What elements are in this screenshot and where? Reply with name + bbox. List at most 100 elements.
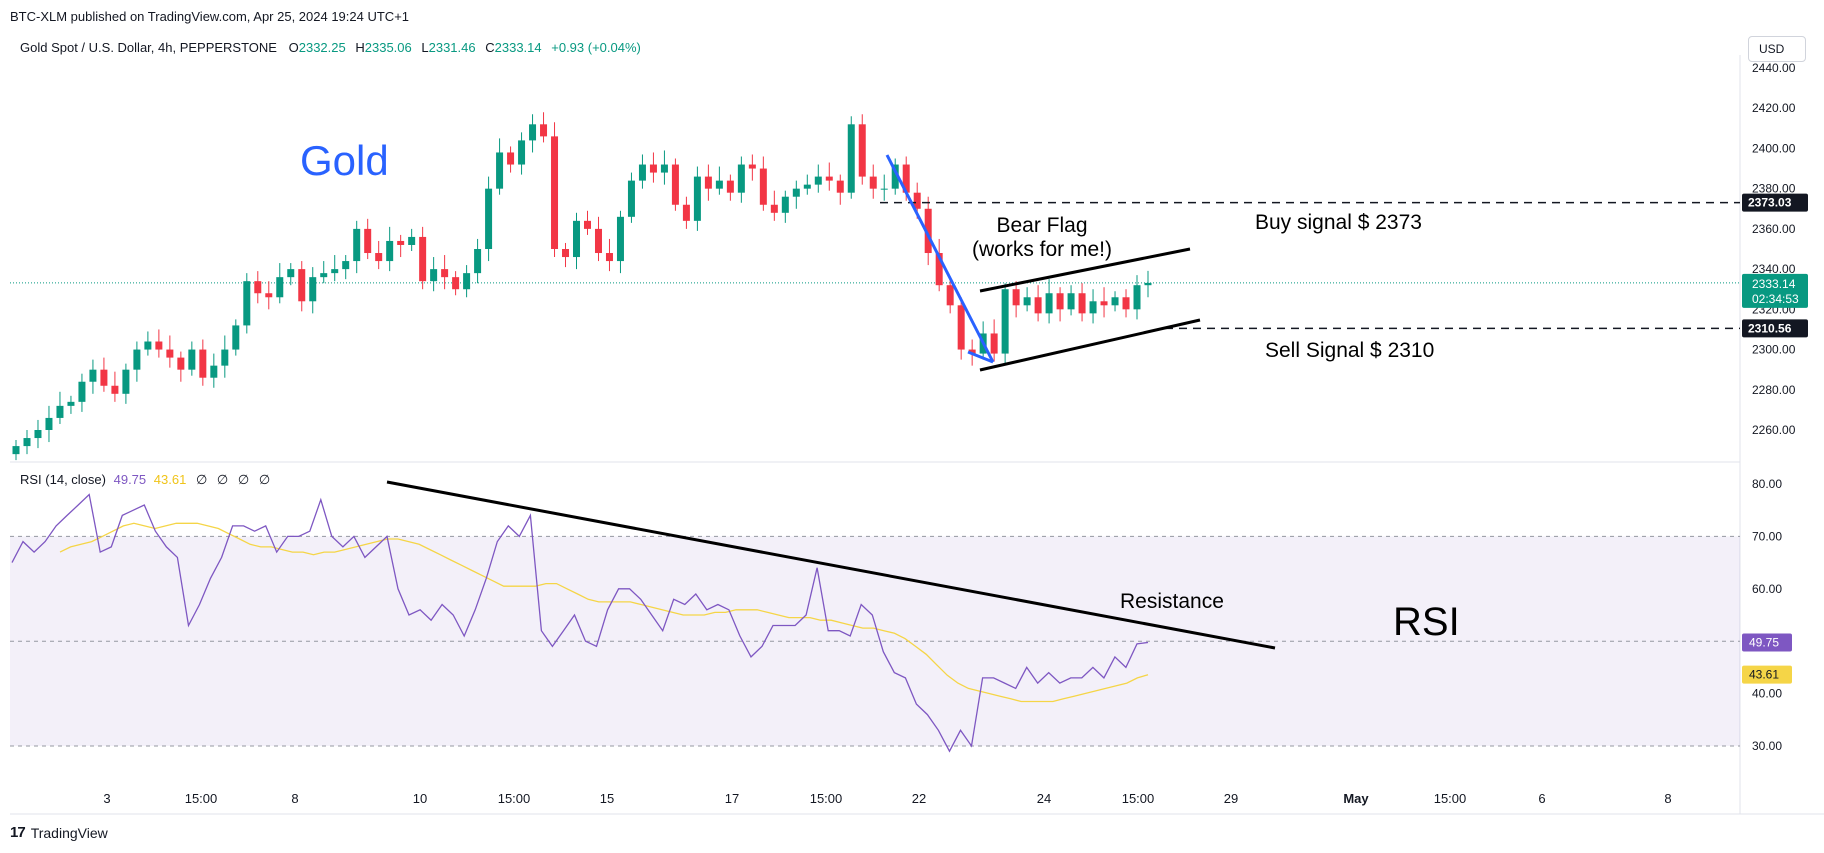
- candle-body-down: [990, 333, 998, 354]
- candle-body-down: [671, 164, 679, 205]
- candle-body-up: [496, 152, 504, 189]
- footer-brand-text: TradingView: [30, 824, 108, 841]
- time-tick-label: May: [1343, 791, 1369, 806]
- candle-body-down: [100, 369, 108, 386]
- candle-body-up: [1111, 297, 1119, 306]
- price-tick-label: 2280.00: [1752, 383, 1796, 397]
- candle-body-up: [847, 124, 855, 193]
- candle-body-up: [221, 349, 229, 366]
- change-value: +0.93 (+0.04%): [551, 40, 641, 55]
- price-tick-label: 2400.00: [1752, 141, 1796, 155]
- buy-signal-label: Buy signal $ 2373: [1255, 211, 1422, 234]
- low-value: 2331.46: [428, 40, 476, 55]
- flagpole-trendline[interactable]: [885, 154, 995, 363]
- candle-body-down: [1034, 297, 1042, 314]
- candle-body-up: [1089, 301, 1097, 314]
- candle-body-down: [177, 357, 185, 370]
- candle-body-up: [144, 341, 152, 350]
- candle-body-down: [704, 176, 712, 189]
- candle-body-up: [133, 349, 141, 370]
- publish-info: BTC-XLM published on TradingView.com, Ap…: [10, 9, 410, 24]
- time-tick-label: 22: [912, 791, 926, 806]
- candle-body-down: [583, 220, 591, 229]
- resistance-label: Resistance: [1120, 590, 1224, 613]
- candle-body-down: [375, 253, 383, 262]
- rsi-zero-2: ∅: [216, 472, 229, 487]
- sell-level-tag-text: 2310.56: [1748, 321, 1792, 335]
- candle-body-up: [529, 124, 537, 141]
- candle-body-down: [935, 253, 943, 286]
- candle-body-down: [1078, 293, 1086, 314]
- rsi-tick-label: 40.00: [1752, 687, 1782, 701]
- candle-body-up: [693, 176, 701, 221]
- footer-brand[interactable]: 17 TradingView: [10, 824, 108, 841]
- candle-body-down: [748, 164, 756, 169]
- candle-body-down: [298, 269, 306, 302]
- time-tick-label: 8: [1664, 791, 1671, 806]
- rsi-legend-value: 49.75: [113, 472, 147, 487]
- candle-body-down: [770, 204, 778, 213]
- open-value: 2332.25: [298, 40, 346, 55]
- last-price-tag-text: 2333.14: [1752, 277, 1796, 291]
- time-tick-label: 15:00: [810, 791, 843, 806]
- candle-body-down: [540, 124, 548, 137]
- candle-body-down: [199, 349, 207, 378]
- bear-flag-sublabel: (works for me!): [972, 238, 1112, 261]
- candle-body-up: [408, 236, 416, 245]
- candle-body-up: [814, 176, 822, 185]
- candle-body-up: [89, 369, 97, 382]
- high-value: 2335.06: [364, 40, 412, 55]
- candle-body-up: [1067, 293, 1075, 310]
- flag-lower-trendline[interactable]: [979, 318, 1201, 372]
- currency-button[interactable]: USD: [1748, 36, 1806, 62]
- low-key: L: [421, 40, 429, 55]
- candle-body-up: [463, 273, 471, 290]
- time-tick-label: 3: [103, 791, 110, 806]
- rsi-label[interactable]: RSI (14, close): [20, 472, 106, 487]
- symbol-legend: Gold Spot / U.S. Dollar, 4h, PEPPERSTONE…: [20, 40, 647, 55]
- candle-body-up: [320, 273, 328, 278]
- rsi-ma-value-tag: [1742, 665, 1792, 684]
- candle-body-down: [1056, 293, 1064, 310]
- candle-body-down: [902, 164, 910, 193]
- candle-body-up: [210, 365, 218, 378]
- candle-body-down: [858, 124, 866, 177]
- price-tick-label: 2360.00: [1752, 222, 1796, 236]
- candle-body-down: [507, 152, 515, 165]
- candle-body-down: [419, 236, 427, 282]
- rsi-legend: RSI (14, close) 49.75 43.61 ∅ ∅ ∅ ∅: [20, 472, 270, 488]
- rsi-resistance-trendline[interactable]: [386, 480, 1276, 650]
- sell-signal-label: Sell Signal $ 2310: [1265, 339, 1434, 362]
- candle-body-down: [913, 192, 921, 209]
- candle-body-up: [1144, 282, 1152, 286]
- candle-body-up: [781, 196, 789, 213]
- buy-level-tag-text: 2373.03: [1748, 196, 1792, 210]
- close-key: C: [485, 40, 495, 55]
- candle-body-up: [232, 325, 240, 350]
- flagpole-base-line[interactable]: [967, 350, 994, 364]
- candle-body-up: [880, 188, 888, 190]
- candle-body-up: [627, 180, 635, 217]
- candle-body-down: [265, 293, 273, 298]
- flag-upper-trendline[interactable]: [979, 247, 1191, 293]
- candle-body-up: [638, 164, 646, 181]
- candle-body-down: [364, 228, 372, 254]
- candle-body-down: [924, 208, 932, 254]
- candle-body-up: [792, 188, 800, 197]
- time-tick-label: 15:00: [1434, 791, 1467, 806]
- candle-body-up: [122, 369, 130, 394]
- rsi-zero-3: ∅: [237, 472, 250, 487]
- time-x-ticks: 3 15:00 8 10 15:00 15 17 15:00 22 24 15:00 29 May 15:…: [103, 791, 1671, 806]
- price-tick-label: 2340.00: [1752, 262, 1796, 276]
- symbol-name[interactable]: Gold Spot / U.S. Dollar, 4h, PEPPERSTONE: [20, 40, 277, 55]
- candle-body-up: [67, 401, 75, 406]
- candle-body-up: [715, 180, 723, 189]
- candle-body-up: [616, 216, 624, 262]
- candle-body-down: [759, 168, 767, 205]
- candle-body-down: [726, 180, 734, 193]
- time-tick-label: 8: [291, 791, 298, 806]
- candle-body-down: [441, 269, 449, 278]
- candle-body-down: [562, 249, 570, 258]
- candle-body-up: [243, 281, 251, 326]
